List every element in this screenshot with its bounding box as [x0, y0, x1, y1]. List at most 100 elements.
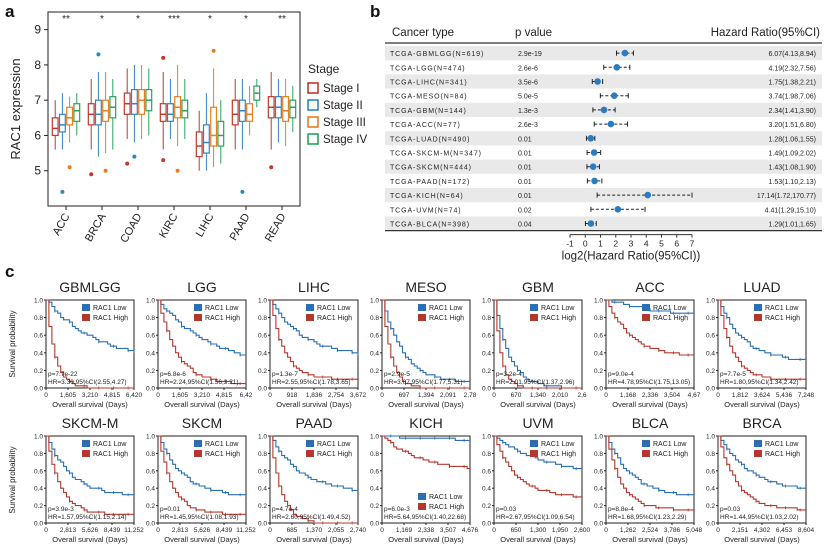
y-tick-label: 0.6: [594, 333, 603, 340]
x-tick-label: 2,524: [642, 527, 659, 534]
hazard-ratio-label: HR=2.67,95%CI(1.09,6.54): [496, 514, 575, 521]
box: [210, 106, 218, 147]
km-curve-low: [382, 299, 470, 382]
legend-label: Stage II: [323, 100, 363, 112]
y-tick-label: 0.0: [34, 386, 43, 393]
km-curve-high: [158, 435, 246, 515]
hazard-ratio-label: 1.43(1.08,1.90): [769, 165, 816, 172]
box: [166, 103, 174, 122]
y-tick-label: 0.6: [706, 333, 715, 340]
x-tick-label: 2,336: [642, 392, 659, 399]
row-band: [385, 216, 822, 231]
y-tick-label: 0.2: [594, 368, 603, 375]
x-tick-label: 2,740: [350, 527, 367, 534]
y-tick-label: 0.2: [146, 503, 155, 510]
legend-label: RAC1 High: [205, 451, 240, 458]
p-value-label: p=9.0e-4: [608, 371, 634, 378]
row-band: [385, 159, 822, 174]
y-tick-label: 0.4: [146, 486, 155, 493]
hazard-ratio-label: HR=1.44,95%CI(1.03,2.02): [720, 514, 799, 521]
legend-label: RAC1 Low: [205, 305, 239, 312]
legend-label: RAC1 High: [653, 451, 688, 458]
row-band: [385, 74, 822, 89]
km-curve-low: [158, 299, 246, 356]
km-curve-high: [158, 299, 246, 385]
row-band: [385, 131, 822, 146]
p-value-label: 1.3e-3: [518, 108, 538, 115]
cancer-type-label: TCGA-SKCM(N=444): [390, 165, 472, 172]
significance-label: **: [62, 14, 70, 25]
legend-swatch: [642, 304, 650, 311]
box: [66, 106, 74, 126]
y-tick-label: 0.8: [146, 315, 155, 322]
p-value-label: 0.01: [518, 151, 532, 158]
y-tick-label: 6: [34, 128, 41, 142]
p-value-label: p=1.3e-7: [272, 371, 298, 378]
km-title: PAAD: [295, 415, 332, 431]
y-tick-label: 1.0: [258, 298, 267, 305]
hazard-ratio-label: 17.14(1.72,170.77): [757, 193, 816, 200]
y-tick-label: 0.0: [258, 386, 267, 393]
km-curve-low: [606, 435, 694, 496]
legend-swatch: [306, 314, 314, 321]
x-tick-label: 2,813: [60, 527, 77, 534]
box: [51, 117, 59, 137]
y-tick-label: 0.0: [370, 521, 379, 528]
y-tick-label: 0.4: [34, 350, 43, 357]
y-tick-label: 1.0: [482, 434, 491, 441]
legend-swatch: [194, 440, 202, 447]
x-axis-label: Overall survival (Days): [500, 535, 576, 544]
x-tick-label: 685: [287, 527, 298, 534]
legend-swatch: [418, 304, 426, 311]
y-tick-label: 0.0: [594, 521, 603, 528]
legend-swatch: [307, 82, 319, 94]
panel-b-label: b: [370, 2, 380, 21]
outlier-point: [67, 165, 72, 170]
x-tick-label: 4: [644, 239, 649, 249]
box: [181, 99, 189, 119]
y-axis-label: RAC1 expression: [8, 58, 23, 159]
outlier-point: [240, 189, 245, 194]
x-tick-label: 1: [598, 239, 603, 249]
km-plot-acc: ACC 0.0 0.2 0.4 0.6 0.8 1.0 0 1,168 2,336 3,504 4,6…: [594, 279, 701, 409]
x-tick-label: 5,436: [776, 392, 793, 399]
box: [138, 88, 146, 115]
x-tick-label: 0: [492, 392, 496, 399]
hazard-ratio-label: HR=1.45,95%CI(1.08,1.93): [160, 514, 239, 521]
legend-label: RAC1 High: [541, 315, 576, 322]
box: [217, 120, 225, 147]
km-curve-low: [270, 435, 358, 491]
legend-swatch: [530, 450, 538, 457]
outlier-point: [96, 52, 101, 57]
legend-swatch: [82, 450, 90, 457]
x-tick-label: 1,812: [732, 392, 749, 399]
y-tick-label: 0.2: [482, 368, 491, 375]
legend-swatch: [307, 99, 319, 111]
p-value-label: p=7.7e-22: [48, 371, 78, 378]
row-band: [385, 46, 822, 61]
km-title: UVM: [522, 415, 553, 431]
x-tick-label: 1,168: [620, 392, 637, 399]
km-plot-kich: KICH 0.0 0.2 0.4 0.6 0.8 1.0 0 1,169 2,338 3,507 4,…: [370, 415, 479, 544]
y-tick-label: 1.0: [706, 434, 715, 441]
x-tick-label: 2,010: [552, 392, 569, 399]
km-title: BLCA: [632, 415, 669, 431]
y-tick-label: 0.6: [34, 333, 43, 340]
y-tick-label: 0.6: [706, 468, 715, 475]
y-tick-label: 0.4: [594, 486, 603, 493]
significance-label: *: [100, 14, 104, 25]
y-tick-label: 1.0: [34, 434, 43, 441]
y-tick-label: 0.2: [706, 503, 715, 510]
p-value-label: p=6.0e-3: [384, 506, 410, 513]
x-tick-label: 0: [604, 527, 608, 534]
km-title: ACC: [635, 279, 665, 295]
outlier-point: [132, 154, 137, 159]
legend-swatch: [82, 304, 90, 311]
legend-swatch: [642, 440, 650, 447]
y-tick-label: 0.8: [258, 451, 267, 458]
outlier-point: [125, 161, 130, 166]
hazard-ratio-label: 1.75(1.38,2.21): [769, 80, 816, 87]
hazard-ratio-point: [587, 220, 595, 227]
p-value-label: p=0.03: [720, 506, 740, 513]
y-tick-label: 0.6: [146, 468, 155, 475]
